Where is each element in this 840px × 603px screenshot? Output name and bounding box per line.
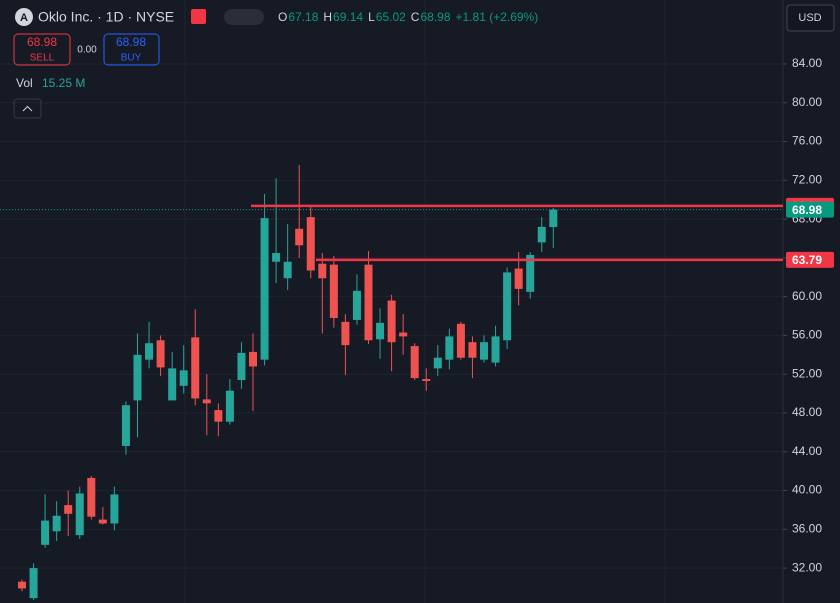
candle-body (306, 217, 315, 271)
candle-body (410, 346, 419, 379)
candle-body (64, 505, 73, 514)
candle-body (341, 321, 350, 346)
logo-letter: A (20, 12, 28, 24)
candle-body (283, 261, 292, 279)
candle-body (376, 322, 385, 340)
candle-body (514, 268, 523, 289)
candle-body (329, 264, 338, 318)
y-tick-label: 84.00 (792, 56, 822, 70)
buy-button[interactable] (103, 33, 160, 66)
candle-body (41, 520, 50, 545)
collapse-icon[interactable] (22, 105, 33, 112)
candle-body (29, 568, 38, 599)
ohlc-label: O (278, 10, 287, 24)
logo (15, 8, 33, 26)
y-tick-label: 76.00 (792, 134, 822, 148)
sell-price[interactable]: 68.98 (27, 35, 57, 49)
y-tick-label: 48.00 (792, 405, 822, 419)
candle-body (156, 340, 165, 368)
candle-body (549, 209, 558, 228)
candle-body (133, 354, 142, 401)
flag[interactable] (191, 9, 206, 24)
candle-body (214, 410, 223, 422)
ohlc-value: 67.18 (288, 10, 318, 24)
y-tick-label: 40.00 (792, 483, 822, 497)
change: +1.81 (+2.69%) (456, 10, 539, 24)
candle-body (445, 336, 454, 360)
buy-label[interactable]: BUY (121, 53, 142, 64)
candle-body (526, 254, 535, 292)
level-label-bg (786, 251, 834, 268)
candle-body (456, 323, 465, 358)
ohlc-value: 69.14 (333, 10, 363, 24)
candle-body (352, 290, 361, 320)
candle-body (87, 477, 96, 517)
candle-body (422, 379, 431, 381)
y-tick-label: 72.00 (792, 172, 822, 186)
candle-body (468, 342, 477, 358)
last-price-bg (786, 201, 834, 218)
y-tick-label: 36.00 (792, 521, 822, 535)
candle-body (110, 494, 119, 524)
sell-label[interactable]: SELL (30, 53, 55, 64)
candle-body (503, 272, 512, 341)
volume-label: Vol (16, 76, 33, 90)
y-tick-label: 32.00 (792, 560, 822, 574)
candle-body (225, 390, 234, 422)
candle-body (52, 515, 61, 532)
candle-body (260, 218, 269, 360)
ohlc-value: 68.98 (420, 10, 450, 24)
candle-body (433, 357, 442, 369)
ohlc-label: L (368, 10, 375, 24)
candle-body (202, 399, 211, 404)
toggle[interactable] (224, 9, 264, 25)
ohlc-label: C (411, 10, 420, 24)
last-price-label: 68.98 (792, 203, 822, 217)
candle-body (249, 351, 257, 367)
buy-price[interactable]: 68.98 (116, 35, 146, 49)
level-label: 63.79 (792, 253, 822, 267)
candle-body (387, 300, 396, 343)
candle-body (121, 405, 130, 446)
candle-body (295, 228, 304, 246)
candle-body (98, 519, 107, 524)
y-tick-label: 56.00 (792, 328, 822, 342)
y-tick-label: 60.00 (792, 289, 822, 303)
volume-value: 15.25 M (42, 76, 85, 90)
candle-body (272, 253, 281, 262)
candle-body (537, 226, 546, 243)
candle-body (191, 337, 200, 399)
currency[interactable]: USD (798, 12, 821, 24)
sell-button[interactable] (13, 33, 71, 66)
candle-body (237, 352, 246, 381)
candle-body (364, 264, 373, 341)
ohlc-value: 65.02 (376, 10, 406, 24)
candle-body (179, 370, 188, 386)
candle-body (491, 336, 500, 363)
candle-body (480, 342, 488, 360)
candle-body (399, 332, 408, 337)
candle-body (18, 581, 26, 589)
currency-button[interactable] (786, 4, 835, 32)
y-tick-label: 44.00 (792, 444, 822, 458)
symbol[interactable]: Oklo Inc. · 1D · NYSE (38, 9, 174, 25)
y-tick-label: 52.00 (792, 366, 822, 380)
candle-body (145, 343, 154, 360)
candle-body (318, 263, 327, 279)
candle-body (75, 493, 84, 536)
y-tick-label: 80.00 (792, 95, 822, 109)
collapse-button[interactable] (13, 98, 42, 119)
vertical-grid (184, 0, 666, 603)
spread: 0.00 (77, 45, 97, 56)
ohlc-label: H (323, 10, 332, 24)
candle-body (168, 368, 177, 401)
